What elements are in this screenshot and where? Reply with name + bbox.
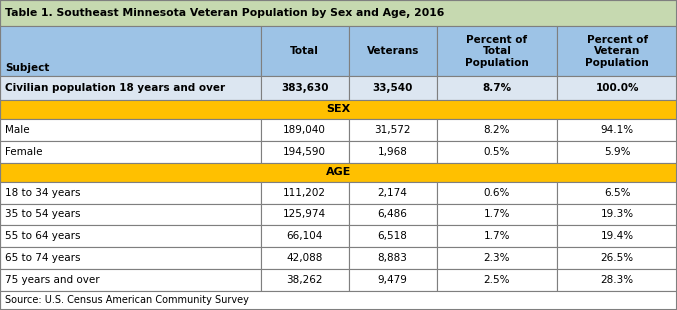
Text: 75 years and over: 75 years and over [5, 275, 100, 285]
Bar [261, 119, 349, 141]
Bar [437, 119, 557, 141]
Text: 19.3%: 19.3% [600, 210, 634, 219]
Bar [0, 162, 677, 182]
Text: 31,572: 31,572 [374, 125, 411, 135]
Bar [0, 204, 261, 225]
Bar [349, 182, 437, 204]
Text: 189,040: 189,040 [283, 125, 326, 135]
Bar [0, 141, 261, 162]
Bar [349, 269, 437, 291]
Bar [261, 247, 349, 269]
Bar [0, 269, 261, 291]
Text: 26.5%: 26.5% [600, 253, 634, 263]
Bar [349, 119, 437, 141]
Text: 5.9%: 5.9% [604, 147, 630, 157]
Text: 6,486: 6,486 [378, 210, 408, 219]
Text: 383,630: 383,630 [281, 83, 328, 93]
Bar [261, 26, 349, 76]
Bar [557, 225, 677, 247]
Bar [557, 247, 677, 269]
Bar [0, 182, 261, 204]
Text: Male: Male [5, 125, 30, 135]
Bar [261, 225, 349, 247]
Bar [0, 119, 261, 141]
Bar [349, 225, 437, 247]
Bar [557, 119, 677, 141]
Text: 33,540: 33,540 [372, 83, 413, 93]
Text: Table 1. Southeast Minnesota Veteran Population by Sex and Age, 2016: Table 1. Southeast Minnesota Veteran Pop… [5, 8, 445, 18]
Bar [557, 141, 677, 162]
Text: 2,174: 2,174 [378, 188, 408, 198]
Text: Civilian population 18 years and over: Civilian population 18 years and over [5, 83, 225, 93]
Text: 1.7%: 1.7% [483, 231, 510, 241]
Bar [0, 291, 677, 310]
Bar [437, 182, 557, 204]
Text: 18 to 34 years: 18 to 34 years [5, 188, 81, 198]
Text: 2.5%: 2.5% [483, 275, 510, 285]
Text: Total: Total [290, 46, 319, 56]
Bar [0, 26, 261, 76]
Text: Source: U.S. Census American Community Survey: Source: U.S. Census American Community S… [5, 295, 249, 305]
Text: Subject: Subject [5, 64, 50, 73]
Text: 1,968: 1,968 [378, 147, 408, 157]
Bar [261, 141, 349, 162]
Text: 0.5%: 0.5% [484, 147, 510, 157]
Text: Veterans: Veterans [366, 46, 419, 56]
Text: Percent of
Veteran
Population: Percent of Veteran Population [585, 34, 649, 68]
Text: 194,590: 194,590 [283, 147, 326, 157]
Text: 9,479: 9,479 [378, 275, 408, 285]
Text: Percent of
Total
Population: Percent of Total Population [465, 34, 529, 68]
Bar [437, 247, 557, 269]
Text: 6,518: 6,518 [378, 231, 408, 241]
Text: 2.3%: 2.3% [483, 253, 510, 263]
Bar [349, 204, 437, 225]
Bar [437, 269, 557, 291]
Bar [0, 100, 677, 119]
Bar [557, 269, 677, 291]
Bar [261, 182, 349, 204]
Bar [0, 76, 261, 100]
Bar [557, 182, 677, 204]
Text: 42,088: 42,088 [286, 253, 323, 263]
Bar [437, 225, 557, 247]
Text: 35 to 54 years: 35 to 54 years [5, 210, 81, 219]
Text: SEX: SEX [326, 104, 351, 114]
Text: 8.7%: 8.7% [482, 83, 512, 93]
Bar [557, 76, 677, 100]
Bar [349, 141, 437, 162]
Bar [261, 204, 349, 225]
Text: 1.7%: 1.7% [483, 210, 510, 219]
Text: 6.5%: 6.5% [604, 188, 630, 198]
Text: 111,202: 111,202 [283, 188, 326, 198]
Text: AGE: AGE [326, 167, 351, 177]
Bar [261, 269, 349, 291]
Text: 0.6%: 0.6% [484, 188, 510, 198]
Bar [349, 76, 437, 100]
Bar [557, 204, 677, 225]
Bar [349, 26, 437, 76]
Text: 19.4%: 19.4% [600, 231, 634, 241]
Text: 125,974: 125,974 [283, 210, 326, 219]
Text: 66,104: 66,104 [286, 231, 323, 241]
Text: 8,883: 8,883 [378, 253, 408, 263]
Text: 94.1%: 94.1% [600, 125, 634, 135]
Bar [437, 76, 557, 100]
Bar [437, 141, 557, 162]
Bar [0, 225, 261, 247]
Bar [0, 247, 261, 269]
Text: 100.0%: 100.0% [595, 83, 639, 93]
Text: 28.3%: 28.3% [600, 275, 634, 285]
Text: Female: Female [5, 147, 43, 157]
Bar [437, 26, 557, 76]
Bar [437, 204, 557, 225]
Bar [261, 76, 349, 100]
Text: 8.2%: 8.2% [483, 125, 510, 135]
Bar [349, 247, 437, 269]
Bar [0, 0, 677, 26]
Bar [557, 26, 677, 76]
Text: 65 to 74 years: 65 to 74 years [5, 253, 81, 263]
Text: 38,262: 38,262 [286, 275, 323, 285]
Text: 55 to 64 years: 55 to 64 years [5, 231, 81, 241]
